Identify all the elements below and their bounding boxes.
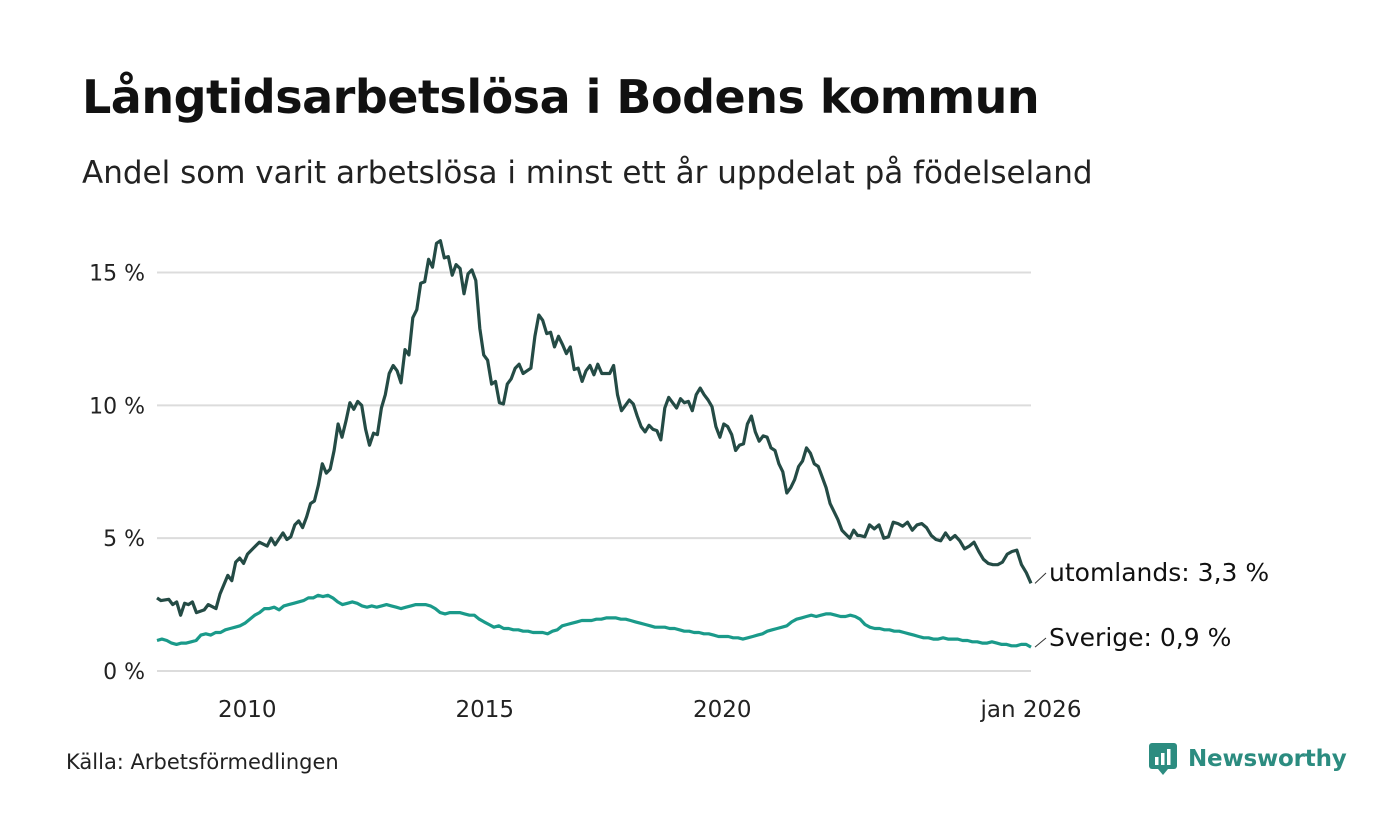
chart-subtitle: Andel som varit arbetslösa i minst ett å… bbox=[82, 155, 1093, 191]
end-label-sverige: Sverige: 0,9 % bbox=[1049, 623, 1231, 652]
y-tick-label: 0 % bbox=[103, 660, 145, 685]
y-tick-label: 5 % bbox=[103, 527, 145, 552]
x-tick-label: 2020 bbox=[693, 697, 752, 723]
y-tick-label: 10 % bbox=[89, 394, 145, 419]
end-labels: utomlands: 3,3 % Sverige: 0,9 % bbox=[1034, 558, 1269, 652]
leader-line bbox=[1034, 572, 1047, 584]
source-note: Källa: Arbetsförmedlingen bbox=[66, 750, 339, 774]
x-tick-label: jan 2026 bbox=[980, 697, 1082, 723]
y-axis-ticks: 0 % 5 % 10 % 15 % bbox=[89, 262, 145, 685]
gridlines bbox=[157, 271, 1031, 672]
series-line-utomlands bbox=[156, 239, 1033, 617]
line-chart: 0 % 5 % 10 % 15 % 2010 2015 2020 jan 2026 utom… bbox=[89, 239, 1269, 723]
series-line-sverige bbox=[156, 593, 1032, 649]
series-lines bbox=[156, 239, 1033, 649]
end-label-utomlands: utomlands: 3,3 % bbox=[1049, 558, 1269, 587]
leader-line bbox=[1034, 637, 1047, 648]
y-tick-label: 15 % bbox=[89, 262, 145, 287]
x-axis-ticks: 2010 2015 2020 jan 2026 bbox=[218, 697, 1081, 723]
x-tick-label: 2010 bbox=[218, 697, 277, 723]
brand-logo[interactable]: Newsworthy bbox=[1148, 742, 1347, 776]
newsworthy-logo-icon bbox=[1149, 743, 1177, 775]
brand-name: Newsworthy bbox=[1188, 746, 1347, 772]
chart-title: Långtidsarbetslösa i Bodens kommun bbox=[82, 70, 1040, 124]
x-tick-label: 2015 bbox=[455, 697, 514, 723]
